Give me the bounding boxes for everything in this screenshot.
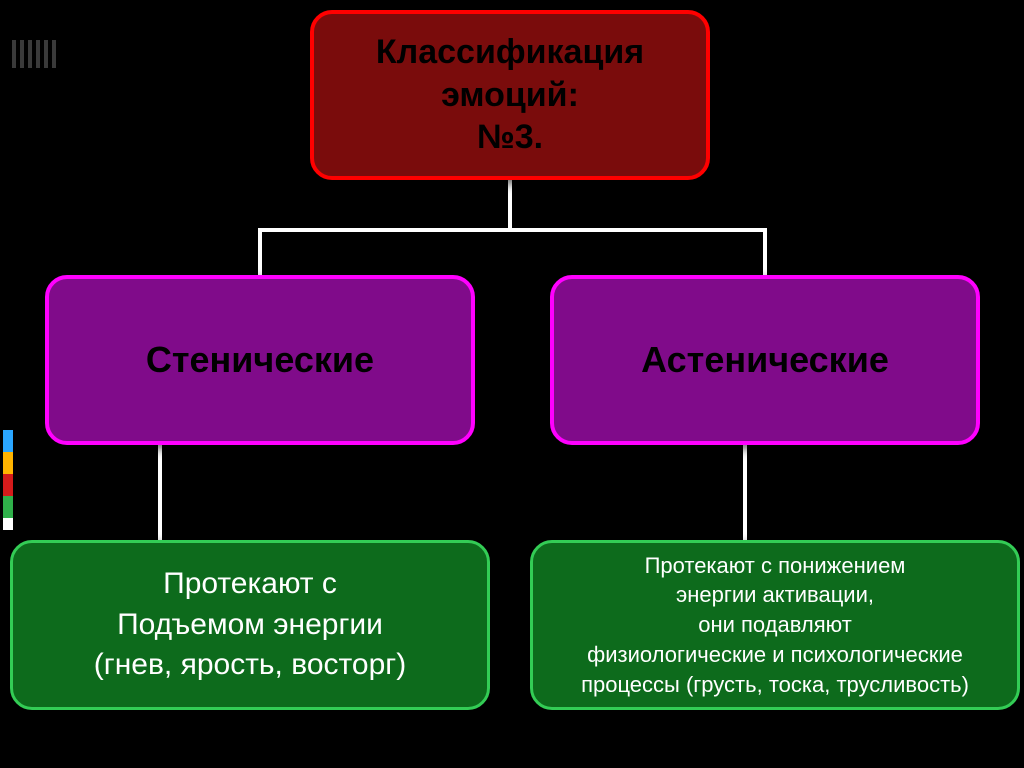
- node-root: Классификация эмоций: №3.: [310, 10, 710, 180]
- diagram-stage: Классификация эмоций: №3. Стенические Ас…: [0, 0, 1024, 768]
- connector: [508, 180, 512, 228]
- node-sthenic-desc-text: Протекают с Подъемом энергии (гнев, ярос…: [94, 564, 406, 686]
- connector: [158, 445, 162, 540]
- connector: [258, 228, 767, 232]
- node-sthenic: Стенические: [45, 275, 475, 445]
- node-sthenic-label: Стенические: [146, 339, 374, 381]
- node-asthenic: Астенические: [550, 275, 980, 445]
- node-asthenic-desc: Протекают с понижением энергии активации…: [530, 540, 1020, 710]
- connector: [763, 228, 767, 275]
- node-asthenic-desc-text: Протекают с понижением энергии активации…: [581, 551, 969, 699]
- connector: [258, 228, 262, 275]
- connector: [743, 445, 747, 540]
- node-sthenic-desc: Протекают с Подъемом энергии (гнев, ярос…: [10, 540, 490, 710]
- node-asthenic-label: Астенические: [641, 339, 889, 381]
- node-root-text: Классификация эмоций: №3.: [376, 31, 644, 159]
